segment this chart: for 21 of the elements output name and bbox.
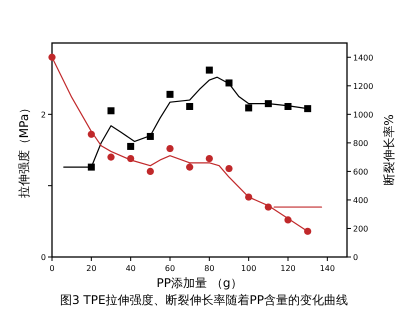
x-axis-title: PP添加量 （g） — [156, 276, 242, 290]
x-tick-label: 60 — [164, 264, 176, 273]
caption: 图3 TPE拉伸强度、断裂伸长率随着PP含量的变化曲线 — [60, 293, 348, 307]
x-tick-label: 80 — [204, 264, 214, 273]
x-tick-label: 40 — [126, 264, 136, 273]
x-tick-label: 100 — [241, 264, 256, 273]
x-tick-label: 20 — [86, 264, 96, 273]
y2-tick-label: 1000 — [353, 110, 374, 120]
y2-axis-title: 断裂伸长率% — [382, 114, 396, 186]
y2-tick-label: 800 — [353, 138, 368, 148]
y2-tick-label: 1200 — [353, 82, 374, 91]
y2-tick-label: 400 — [353, 196, 368, 205]
y2-tick-label: 600 — [353, 167, 368, 176]
x-tick-label: 0 — [49, 264, 55, 273]
y-axis-title: 拉伸强度（MPa） — [17, 102, 31, 198]
y2-tick-label: 0 — [353, 253, 358, 262]
x-tick-label: 120 — [280, 264, 296, 273]
y-tick-label: 2 — [40, 110, 46, 120]
y2-tick-label: 200 — [353, 224, 368, 234]
y2-tick-label: 1400 — [353, 53, 374, 62]
x-tick-label: 140 — [320, 264, 335, 273]
